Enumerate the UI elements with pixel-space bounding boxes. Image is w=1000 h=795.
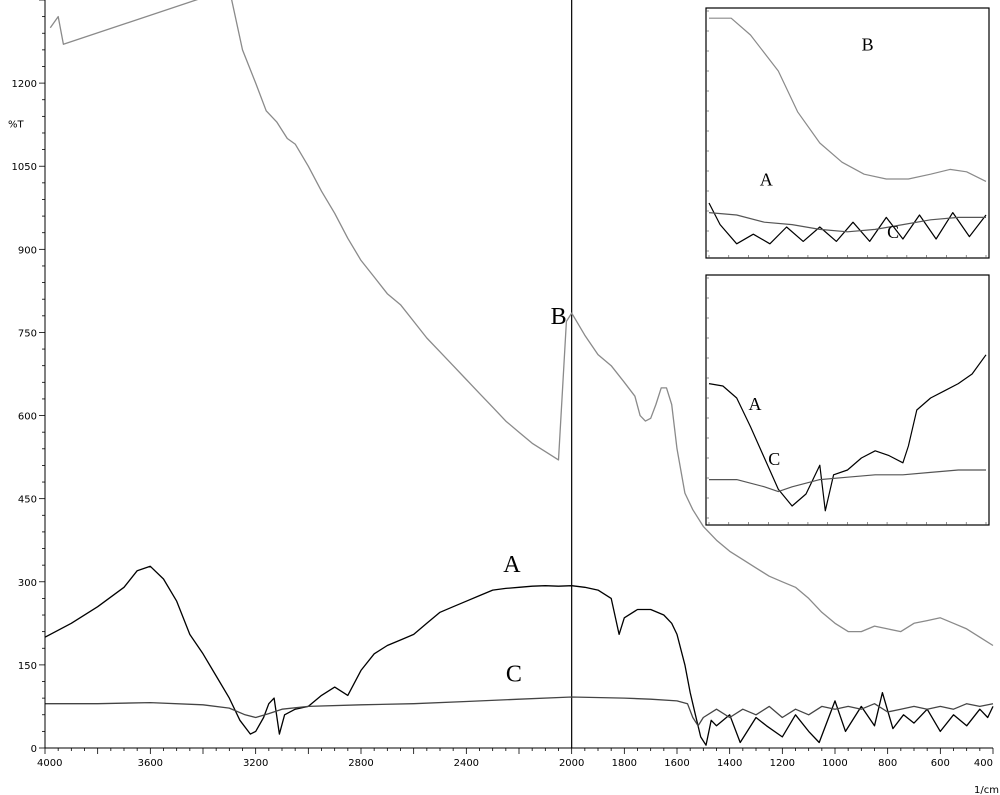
series-line-a <box>44 565 994 746</box>
inset-label-b: B <box>862 35 874 55</box>
x-tick-label: 3200 <box>243 758 268 769</box>
y-tick-label: 1200 <box>12 79 37 90</box>
series-label-a: A <box>503 552 521 578</box>
series-label-c: C <box>506 662 522 688</box>
y-axis-title: %T <box>8 119 25 130</box>
inset-frame <box>705 7 990 259</box>
inset-label-c: C <box>887 222 899 242</box>
y-tick-label: 750 <box>18 328 37 339</box>
y-tick-label: 150 <box>18 661 37 672</box>
inset-label-a: A <box>748 394 761 414</box>
y-tick-label: 900 <box>18 245 37 256</box>
x-tick-label: 2000 <box>559 758 584 769</box>
x-tick-label: 600 <box>931 758 950 769</box>
x-tick-label: 1800 <box>612 758 637 769</box>
inset-series-c <box>709 469 986 493</box>
x-tick-label: 1400 <box>717 758 742 769</box>
inset-series-c <box>708 212 986 233</box>
x-tick-label: 1000 <box>822 758 847 769</box>
x-tick-label: 800 <box>878 758 897 769</box>
x-axis-title: 1/cm <box>974 785 999 795</box>
inset-label-c: C <box>768 449 780 469</box>
series-group <box>44 0 994 746</box>
x-tick-label: 2400 <box>454 758 479 769</box>
x-tick-label: 2800 <box>348 758 373 769</box>
lower-inset: AC <box>705 274 990 526</box>
x-tick-label: 400 <box>974 758 993 769</box>
x-tick-label: 3600 <box>138 758 163 769</box>
y-tick-label: 300 <box>18 578 37 589</box>
series-label-b: B <box>551 304 567 330</box>
y-tick-label: 1050 <box>12 162 37 173</box>
y-tick-label: 450 <box>18 495 37 506</box>
inset-series-a <box>708 354 987 512</box>
x-tick-label: 1200 <box>770 758 795 769</box>
inset-label-a: A <box>760 170 773 190</box>
upper-inset: B A C <box>705 7 990 259</box>
y-tick-label: 0 <box>31 744 37 755</box>
series-line-b <box>49 0 994 647</box>
axis-group: 0 150 300 450 600 750 900 1050 1200 4000 3600 3200 2… <box>8 0 999 795</box>
series-label-group: A B C <box>503 304 566 687</box>
y-tick-label: 600 <box>18 412 37 423</box>
x-tick-label: 1600 <box>664 758 689 769</box>
series-line-c <box>45 696 994 727</box>
x-tick-label: 4000 <box>37 758 62 769</box>
inset-series-b <box>709 17 987 182</box>
